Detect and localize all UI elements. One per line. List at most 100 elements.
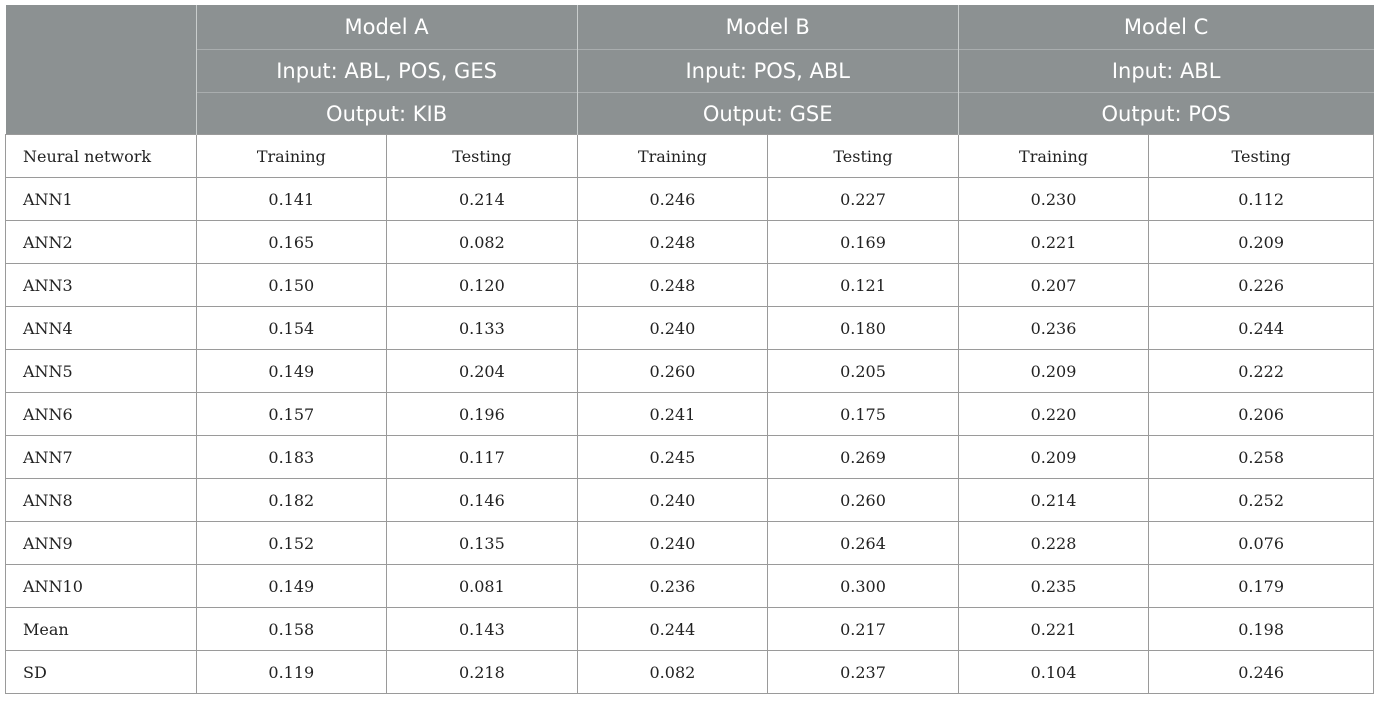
table-cell: 0.218 (386, 650, 578, 694)
column-label: Training (195, 134, 388, 178)
table-cell: 0.135 (386, 521, 578, 565)
table-row: ANN5 0.149 0.204 0.260 0.205 0.209 0.222 (5, 349, 1374, 393)
table-row: Mean 0.158 0.143 0.244 0.217 0.221 0.198 (5, 607, 1374, 651)
column-label: Testing (767, 134, 959, 178)
table-cell: 0.300 (767, 564, 959, 608)
model-c-name: Model C (957, 5, 1374, 50)
table-cell: 0.143 (386, 607, 578, 651)
table-cell: 0.240 (576, 306, 769, 350)
table-cell: 0.209 (957, 349, 1150, 393)
table-cell: 0.117 (386, 435, 578, 479)
table-cell: 0.214 (957, 478, 1150, 522)
table-cell: 0.235 (957, 564, 1150, 608)
table-cell: 0.133 (386, 306, 578, 350)
table-row: ANN7 0.183 0.117 0.245 0.269 0.209 0.258 (5, 435, 1374, 479)
row-label: ANN4 (5, 306, 197, 350)
table-cell: 0.076 (1148, 521, 1374, 565)
table-cell: 0.149 (195, 564, 388, 608)
model-c-input: Input: ABL (957, 49, 1374, 93)
table-row: ANN6 0.157 0.196 0.241 0.175 0.220 0.206 (5, 392, 1374, 436)
row-label: ANN1 (5, 177, 197, 221)
table-row: ANN10 0.149 0.081 0.236 0.300 0.235 0.179 (5, 564, 1374, 608)
table-cell: 0.240 (576, 521, 769, 565)
table-row: ANN2 0.165 0.082 0.248 0.169 0.221 0.209 (5, 220, 1374, 264)
table-row: ANN1 0.141 0.214 0.246 0.227 0.230 0.112 (5, 177, 1374, 221)
table-cell: 0.248 (576, 263, 769, 307)
table-cell: 0.246 (1148, 650, 1374, 694)
table-cell: 0.252 (1148, 478, 1374, 522)
table-cell: 0.244 (576, 607, 769, 651)
table-cell: 0.258 (1148, 435, 1374, 479)
table-cell: 0.154 (195, 306, 388, 350)
table-cell: 0.158 (195, 607, 388, 651)
table-cell: 0.081 (386, 564, 578, 608)
column-label: Testing (1148, 134, 1374, 178)
row-label: ANN2 (5, 220, 197, 264)
table-cell: 0.182 (195, 478, 388, 522)
table-cell: 0.180 (767, 306, 959, 350)
neural-network-label: Neural network (5, 134, 197, 178)
table-cell: 0.214 (386, 177, 578, 221)
table-cell: 0.165 (195, 220, 388, 264)
table-cell: 0.082 (386, 220, 578, 264)
table-cell: 0.198 (1148, 607, 1374, 651)
table-cell: 0.104 (957, 650, 1150, 694)
table-cell: 0.221 (957, 607, 1150, 651)
table-cell: 0.217 (767, 607, 959, 651)
table-cell: 0.228 (957, 521, 1150, 565)
table-cell: 0.175 (767, 392, 959, 436)
table-cell: 0.121 (767, 263, 959, 307)
table-cell: 0.248 (576, 220, 769, 264)
model-b-input: Input: POS, ABL (576, 49, 959, 93)
table-cell: 0.230 (957, 177, 1150, 221)
table-row: ANN4 0.154 0.133 0.240 0.180 0.236 0.244 (5, 306, 1374, 350)
table-row: ANN8 0.182 0.146 0.240 0.260 0.214 0.252 (5, 478, 1374, 522)
row-label: ANN5 (5, 349, 197, 393)
table-cell: 0.241 (576, 392, 769, 436)
results-table: Model A Model B Model C Input: ABL, POS,… (5, 5, 1374, 694)
table-cell: 0.209 (1148, 220, 1374, 264)
model-b-output: Output: GSE (576, 92, 959, 135)
table-cell: 0.112 (1148, 177, 1374, 221)
table-cell: 0.150 (195, 263, 388, 307)
table-cell: 0.236 (576, 564, 769, 608)
model-b-name: Model B (576, 5, 959, 50)
table-cell: 0.245 (576, 435, 769, 479)
model-a-input: Input: ABL, POS, GES (195, 49, 578, 93)
table-cell: 0.221 (957, 220, 1150, 264)
table-cell: 0.227 (767, 177, 959, 221)
column-label: Testing (386, 134, 578, 178)
table-cell: 0.157 (195, 392, 388, 436)
table-cell: 0.237 (767, 650, 959, 694)
table-cell: 0.236 (957, 306, 1150, 350)
table-cell: 0.220 (957, 392, 1150, 436)
table-cell: 0.244 (1148, 306, 1374, 350)
table-row: SD 0.119 0.218 0.082 0.237 0.104 0.246 (5, 650, 1374, 694)
table-cell: 0.260 (767, 478, 959, 522)
table-cell: 0.209 (957, 435, 1150, 479)
row-label: ANN7 (5, 435, 197, 479)
row-label: Mean (5, 607, 197, 651)
row-label: SD (5, 650, 197, 694)
header-corner (5, 5, 197, 135)
table-cell: 0.119 (195, 650, 388, 694)
table-cell: 0.269 (767, 435, 959, 479)
table-cell: 0.152 (195, 521, 388, 565)
model-a-output: Output: KIB (195, 92, 578, 135)
row-label: ANN6 (5, 392, 197, 436)
table-cell: 0.120 (386, 263, 578, 307)
subheader-row: Neural network Training Testing Training… (5, 134, 1374, 178)
table-cell: 0.196 (386, 392, 578, 436)
column-label: Training (576, 134, 769, 178)
table-row: ANN3 0.150 0.120 0.248 0.121 0.207 0.226 (5, 263, 1374, 307)
row-label: ANN9 (5, 521, 197, 565)
table-cell: 0.205 (767, 349, 959, 393)
table-cell: 0.226 (1148, 263, 1374, 307)
row-label: ANN10 (5, 564, 197, 608)
model-c-output: Output: POS (957, 92, 1374, 135)
table-cell: 0.146 (386, 478, 578, 522)
table-cell: 0.179 (1148, 564, 1374, 608)
row-label: ANN8 (5, 478, 197, 522)
table-cell: 0.204 (386, 349, 578, 393)
row-label: ANN3 (5, 263, 197, 307)
